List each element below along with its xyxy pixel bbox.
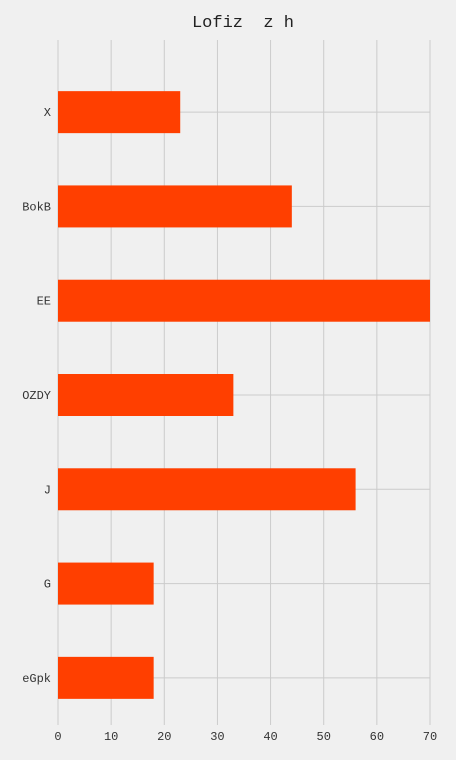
bar-ozdy bbox=[58, 374, 234, 416]
bar-ee bbox=[58, 279, 430, 322]
chart-title: Lofiz z h bbox=[192, 14, 294, 33]
x-tick-label: 20 bbox=[157, 730, 171, 744]
y-tick-label: EE bbox=[37, 295, 51, 309]
x-tick-label: 0 bbox=[54, 730, 61, 744]
x-tick-label: 30 bbox=[210, 730, 224, 744]
y-tick-label: eGpk bbox=[22, 672, 51, 686]
x-tick-label: 60 bbox=[370, 730, 384, 744]
y-tick-label: X bbox=[44, 106, 51, 120]
bar-bokb bbox=[58, 185, 292, 228]
bar-x bbox=[58, 91, 181, 134]
x-axis-tick-labels: 0 10 20 30 40 50 60 70 bbox=[54, 730, 437, 744]
bar-egpk bbox=[58, 656, 154, 699]
x-tick-label: 40 bbox=[263, 730, 277, 744]
y-tick-label: J bbox=[44, 483, 51, 497]
bar-j bbox=[58, 468, 356, 511]
bars bbox=[58, 91, 430, 699]
y-tick-label: G bbox=[44, 578, 51, 592]
x-tick-label: 50 bbox=[317, 730, 331, 744]
x-tick-label: 70 bbox=[423, 730, 437, 744]
y-tick-label: OZDY bbox=[22, 389, 51, 403]
x-tick-label: 10 bbox=[104, 730, 118, 744]
y-tick-label: BokB bbox=[22, 200, 51, 214]
bar-g bbox=[58, 562, 154, 605]
